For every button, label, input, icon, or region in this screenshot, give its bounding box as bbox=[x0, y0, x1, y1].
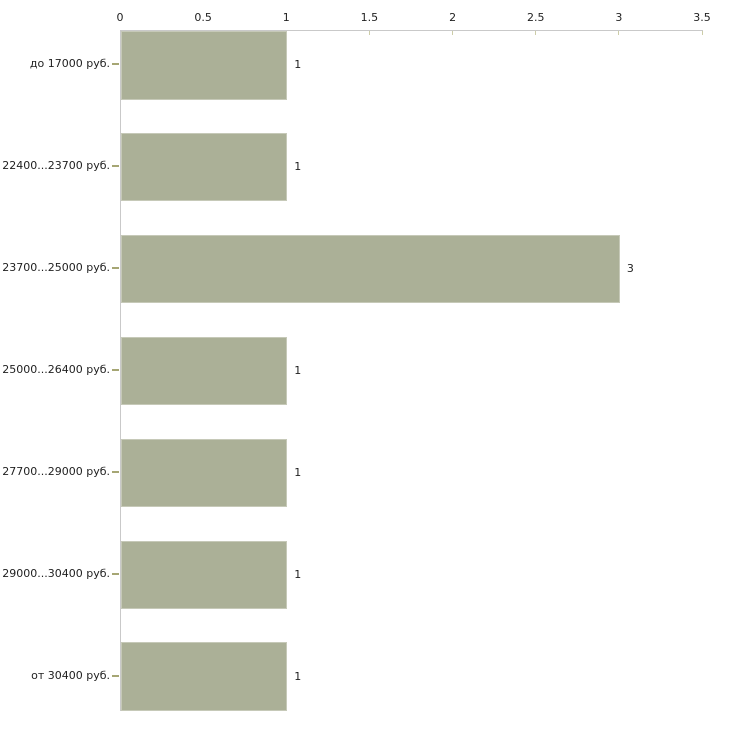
bar-value-label: 3 bbox=[626, 262, 634, 276]
bar bbox=[121, 438, 288, 508]
category-label: 23700...25000 руб. bbox=[2, 261, 110, 275]
category-label: 22400...23700 руб. bbox=[2, 159, 110, 173]
x-axis-tick-label: 0.5 bbox=[194, 11, 212, 24]
x-axis-tick-mark bbox=[535, 31, 537, 35]
bar-value-label: 1 bbox=[294, 58, 302, 72]
category-tick-mark bbox=[112, 165, 119, 168]
category-tick-mark bbox=[112, 267, 119, 270]
x-axis-tick-label: 1 bbox=[282, 11, 290, 24]
category-tick-mark bbox=[112, 369, 119, 371]
x-axis-tick-mark bbox=[452, 31, 454, 35]
bar-value-label: 1 bbox=[294, 160, 302, 174]
bar-value-label: 1 bbox=[294, 669, 302, 683]
x-axis-tick-label: 3.5 bbox=[693, 11, 711, 24]
bar-value-label: 1 bbox=[294, 364, 302, 377]
x-axis-tick-label: 2.5 bbox=[526, 11, 545, 24]
category-label: 25000...26400 руб. bbox=[2, 363, 110, 376]
category-tick-mark bbox=[112, 63, 119, 66]
x-axis-tick-mark bbox=[701, 31, 703, 35]
x-axis-tick-label: 0 bbox=[116, 11, 124, 24]
bar bbox=[121, 642, 288, 711]
x-axis-tick-mark bbox=[618, 31, 620, 35]
category-tick-mark bbox=[112, 572, 119, 575]
bar bbox=[121, 31, 288, 100]
bar-value-label: 1 bbox=[294, 465, 302, 479]
plot-area: 1 1 3 1 1 1 1 bbox=[120, 30, 703, 711]
bar bbox=[121, 336, 288, 406]
bar bbox=[121, 132, 288, 202]
x-axis-tick-label: 1.5 bbox=[360, 11, 379, 24]
category-tick-mark bbox=[112, 674, 119, 677]
category-label: от 30400 руб. bbox=[31, 668, 110, 682]
category-label: до 17000 руб. bbox=[29, 57, 110, 71]
bar-value-label: 1 bbox=[294, 567, 302, 581]
bar bbox=[121, 540, 288, 610]
category-label: 27700...29000 руб. bbox=[2, 464, 110, 478]
x-axis-tick-mark bbox=[368, 31, 370, 35]
bar bbox=[121, 234, 620, 304]
x-axis-tick-label: 3 bbox=[615, 11, 623, 24]
category-label: 29000...30400 руб. bbox=[2, 566, 110, 580]
category-tick-mark bbox=[112, 470, 119, 473]
x-axis-tick-label: 2 bbox=[449, 11, 457, 24]
